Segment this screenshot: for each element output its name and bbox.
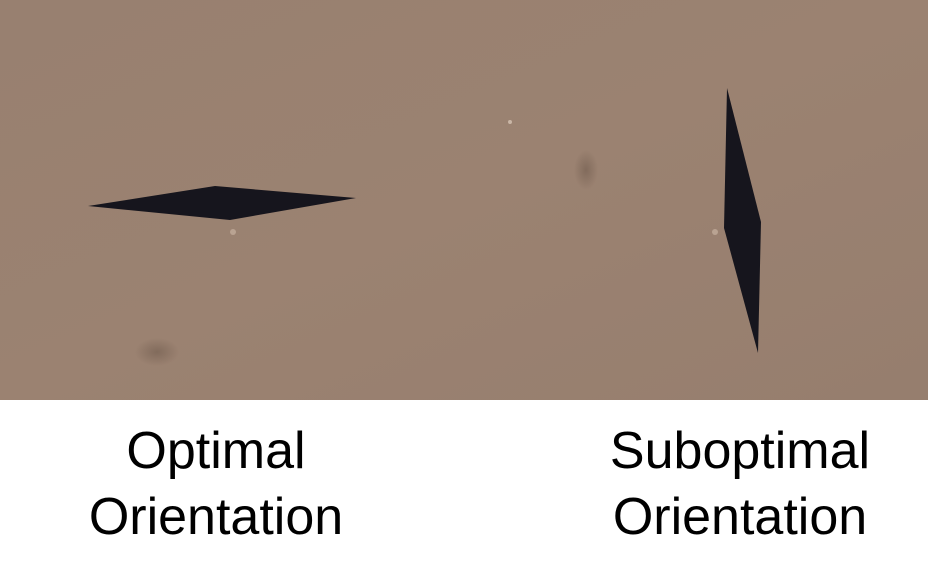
caption-suboptimal-orientation: Suboptimal Orientation: [560, 418, 920, 550]
dust-speck: [230, 229, 236, 235]
vertical-diamond-marker: [724, 88, 761, 353]
dust-speck: [712, 229, 718, 235]
dust-smudge: [574, 150, 598, 190]
caption-suboptimal-line1: Suboptimal: [609, 422, 871, 480]
dust-smudge: [135, 338, 179, 366]
dust-speck: [508, 120, 512, 124]
caption-optimal-line1: Optimal: [126, 422, 306, 480]
caption-optimal-orientation: Optimal Orientation: [36, 418, 396, 550]
caption-optimal-line2: Orientation: [88, 488, 344, 546]
caption-suboptimal-line2: Orientation: [612, 488, 868, 546]
photo-panel: [0, 0, 928, 400]
horizontal-diamond-marker: [88, 186, 356, 220]
photo-svg: [0, 0, 928, 400]
